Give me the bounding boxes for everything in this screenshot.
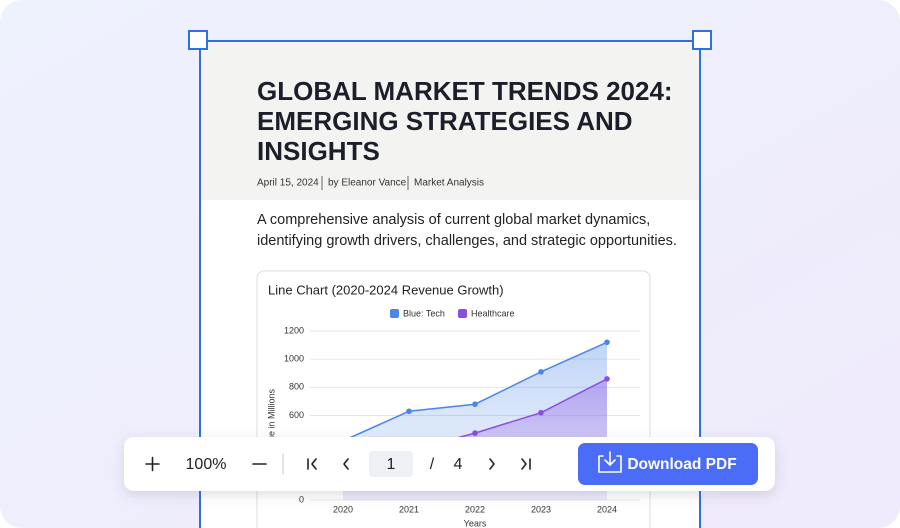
point <box>472 430 478 436</box>
x-tick-label: 2023 <box>531 504 551 514</box>
next-page-button[interactable] <box>489 458 495 470</box>
summary: identifying growth drivers, challenges, … <box>257 233 677 249</box>
x-tick-label: 2021 <box>399 504 419 514</box>
first-page-button[interactable] <box>307 458 317 470</box>
legend-label: Healthcare <box>471 308 515 318</box>
y-tick-label: 0 <box>299 494 304 504</box>
page-input[interactable] <box>369 451 413 477</box>
point <box>472 401 478 408</box>
x-tick-label: 2024 <box>597 504 617 514</box>
legend-label: Blue: Tech <box>403 308 445 318</box>
zoom-level: 100% <box>186 456 227 473</box>
y-tick-label: 600 <box>289 410 304 420</box>
legend: Blue: Tech Healthcare <box>390 308 515 318</box>
header-band <box>200 41 700 200</box>
page-separator: / <box>430 456 435 473</box>
y-tick-label: 1200 <box>284 325 304 335</box>
current-page: 1 <box>387 456 396 473</box>
author: by Eleanor Vance <box>328 178 407 189</box>
last-page-button[interactable] <box>521 458 531 470</box>
chart-title: Line Chart (2020-2024 Revenue Growth) <box>268 282 504 297</box>
selection-border <box>199 40 701 528</box>
x-axis-label: Years <box>464 518 487 528</box>
point <box>406 408 412 415</box>
point <box>604 339 610 346</box>
page-count: 4 <box>454 456 463 473</box>
download-button[interactable] <box>578 443 758 485</box>
summary: A comprehensive analysis of current glob… <box>257 212 650 228</box>
x-tick-label: 2020 <box>333 504 353 514</box>
title: INSIGHTS <box>257 136 380 166</box>
y-tick-label: 800 <box>289 382 304 392</box>
x-tick-label: 2022 <box>465 504 485 514</box>
title: EMERGING STRATEGIES AND <box>257 106 633 136</box>
category: Market Analysis <box>414 178 484 189</box>
y-tick-label: 1000 <box>284 354 304 364</box>
point <box>538 409 544 416</box>
legend-swatch <box>390 309 399 318</box>
resize-handle[interactable] <box>692 30 712 50</box>
date: April 15, 2024 <box>257 178 319 189</box>
y-axis-label: Revenue in Millions <box>266 388 276 467</box>
legend-swatch <box>458 309 467 318</box>
previous-page-button[interactable] <box>343 458 349 470</box>
resize-handle[interactable] <box>188 30 208 50</box>
point <box>604 376 610 382</box>
download-icon <box>598 451 622 473</box>
zoom-in-button[interactable] <box>145 456 160 472</box>
point <box>538 369 544 375</box>
title: GLOBAL MARKET TRENDS 2024: <box>257 76 673 106</box>
download-label: Download PDF <box>627 456 736 473</box>
